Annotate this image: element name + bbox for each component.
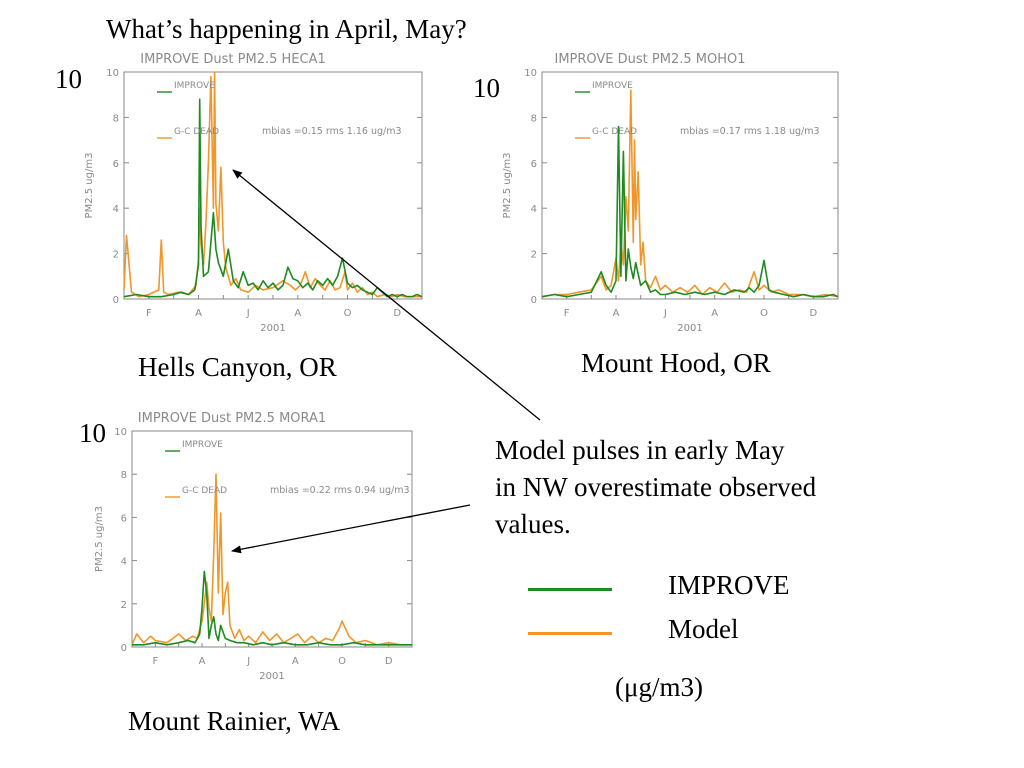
y-tick-label: 0 <box>113 295 119 306</box>
x-tick-label: A <box>195 308 202 319</box>
x-tick-label: A <box>199 656 206 667</box>
x-tick-label: O <box>344 308 352 319</box>
units-label: (μg/m3) <box>615 672 703 702</box>
annotation-line: Model pulses in early May <box>495 435 785 465</box>
x-tick-label: O <box>760 308 768 319</box>
y-max-label: 10 <box>55 64 82 94</box>
x-tick-label: A <box>294 308 301 319</box>
legend-label: Model <box>668 614 739 644</box>
series-line-g-c-dead <box>541 89 839 298</box>
x-tick-label: A <box>711 308 718 319</box>
x-tick-label: F <box>564 308 570 319</box>
y-tick-label: 8 <box>121 470 127 481</box>
y-tick-label: 8 <box>531 113 537 124</box>
y-axis-label: PM2.5 ug/m3 <box>502 153 513 219</box>
y-tick-label: 10 <box>114 427 127 438</box>
series-line-g-c-dead <box>131 473 412 646</box>
y-axis-label: PM2.5 ug/m3 <box>84 153 95 219</box>
y-tick-label: 0 <box>531 295 537 306</box>
y-tick-label: 4 <box>531 204 537 215</box>
x-tick-label: A <box>292 656 299 667</box>
chart-title: IMPROVE Dust PM2.5 MORA1 <box>138 411 326 426</box>
arrow-to-mount-rainier-peak <box>231 504 471 554</box>
y-tick-label: 2 <box>531 250 537 261</box>
inner-legend-label: G-C DEAD <box>182 486 227 496</box>
x-tick-label: J <box>246 656 250 667</box>
stats-text: mbias =0.22 rms 0.94 ug/m3 <box>270 485 410 496</box>
site-label-mount-hood: Mount Hood, OR <box>581 348 771 378</box>
y-tick-label: 10 <box>524 68 537 79</box>
inner-legend-label: IMPROVE <box>182 440 223 450</box>
x-tick-label: J <box>663 308 667 319</box>
y-tick-label: 6 <box>531 159 537 170</box>
y-tick-label: 6 <box>121 513 127 524</box>
chart-hells-canyon: IMPROVE Dust PM2.5 HECA1 0 2 4 6 8 10 F A J A O D 200… <box>84 52 423 334</box>
y-tick-label: 4 <box>121 557 127 568</box>
y-max-label: 10 <box>79 418 106 448</box>
chart-title: IMPROVE Dust PM2.5 MOHO1 <box>554 52 745 67</box>
inner-legend-label: IMPROVE <box>592 81 633 91</box>
site-label-hells-canyon: Hells Canyon, OR <box>138 352 337 382</box>
x-axis-label: 2001 <box>677 323 702 334</box>
y-tick-label: 8 <box>113 113 119 124</box>
annotation-line: in NW overestimate observed <box>495 472 817 502</box>
inner-legend-label: IMPROVE <box>174 81 215 91</box>
x-tick-label: D <box>393 308 401 319</box>
inner-legend-label: G-C DEAD <box>592 127 637 137</box>
x-tick-label: F <box>152 656 158 667</box>
x-tick-label: A <box>613 308 620 319</box>
inner-legend-label: G-C DEAD <box>174 127 219 137</box>
legend-label: IMPROVE <box>668 570 790 600</box>
x-tick-label: O <box>338 656 346 667</box>
x-axis-label: 2001 <box>259 671 284 682</box>
chart-panel-mount-rainier: IMPROVE Dust PM2.5 MORA1 0 2 4 6 8 10 F A J A O D 200… <box>92 404 452 694</box>
series-line-improve <box>541 125 839 298</box>
annotation-text: Model pulses in early May in NW overesti… <box>495 432 925 543</box>
legend-swatch-model <box>528 632 612 635</box>
y-tick-label: 2 <box>121 600 127 611</box>
x-tick-label: J <box>246 308 250 319</box>
slide-title: What’s happening in April, May? <box>106 14 467 44</box>
annotation-line: values. <box>495 509 571 539</box>
x-tick-label: D <box>809 308 817 319</box>
arrow-to-hells-canyon-peak <box>232 169 541 421</box>
series-line-improve <box>132 570 412 646</box>
site-label-mount-rainier: Mount Rainier, WA <box>128 706 341 736</box>
x-tick-label: F <box>146 308 152 319</box>
y-tick-label: 10 <box>106 68 119 79</box>
chart-panel-mount-hood: IMPROVE Dust PM2.5 MOHO1 0 2 4 6 8 10 F A J A O D 200… <box>500 45 870 345</box>
stats-text: mbias =0.17 rms 1.18 ug/m3 <box>680 126 820 137</box>
x-axis-label: 2001 <box>260 323 285 334</box>
y-tick-label: 4 <box>113 204 119 215</box>
chart-title: IMPROVE Dust PM2.5 HECA1 <box>140 52 326 67</box>
y-max-label: 10 <box>473 73 500 103</box>
stats-text: mbias =0.15 rms 1.16 ug/m3 <box>262 126 402 137</box>
y-tick-label: 0 <box>121 643 127 654</box>
chart-panel-hells-canyon: IMPROVE Dust PM2.5 HECA1 0 2 4 6 8 10 F A J A O D 200… <box>82 45 442 345</box>
y-axis-label: PM2.5 ug/m3 <box>94 506 105 572</box>
x-tick-label: D <box>385 656 393 667</box>
chart-mount-hood: IMPROVE Dust PM2.5 MOHO1 0 2 4 6 8 10 F A J A O D 200… <box>502 52 839 334</box>
chart-mount-rainier: IMPROVE Dust PM2.5 MORA1 0 2 4 6 8 10 F A J A O D 200… <box>94 411 413 682</box>
y-tick-label: 6 <box>113 159 119 170</box>
y-tick-label: 2 <box>113 250 119 261</box>
series-line-improve <box>123 98 423 298</box>
legend-swatch-improve <box>528 588 612 591</box>
